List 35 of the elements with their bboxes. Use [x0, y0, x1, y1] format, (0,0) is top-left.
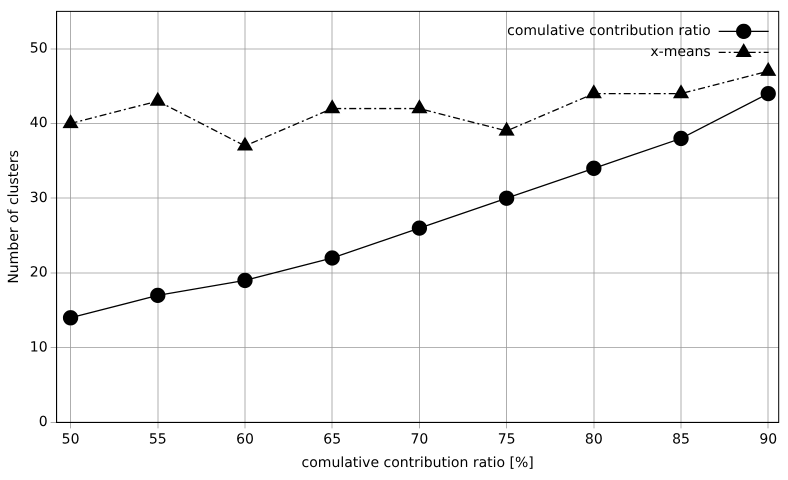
point — [324, 250, 340, 266]
y-tick-label: 20 — [30, 264, 48, 281]
point — [62, 310, 78, 326]
point — [150, 288, 166, 304]
point — [673, 84, 689, 98]
x-tick-label: 50 — [62, 431, 80, 448]
y-tick-label: 10 — [30, 339, 48, 356]
x-axis-title: comulative contribution ratio [%] — [302, 455, 534, 472]
point — [586, 84, 602, 98]
y-tick-label: 40 — [30, 115, 48, 132]
x-tick-label: 75 — [498, 431, 516, 448]
point — [237, 272, 253, 288]
x-tick-label: 80 — [584, 431, 603, 448]
legend-label: comulative contribution ratio — [507, 23, 711, 40]
y-tick-label: 0 — [38, 414, 48, 430]
y-tick-label: 50 — [30, 40, 48, 56]
x-tick-label: 55 — [148, 431, 167, 448]
point — [586, 160, 602, 176]
y-tick-label: 30 — [30, 190, 48, 206]
x-tick-label: 70 — [410, 431, 428, 448]
x-tick-label: 90 — [759, 431, 778, 448]
x-tick-label: 60 — [236, 431, 254, 448]
y-axis-title: Number of clusters — [6, 150, 22, 284]
point — [412, 100, 427, 114]
point — [324, 100, 340, 114]
point — [62, 114, 78, 128]
point — [499, 122, 514, 136]
point — [498, 190, 514, 206]
x-tick-label: 65 — [323, 431, 342, 448]
legend-label: x-means — [650, 44, 711, 60]
x-tick-label: 85 — [672, 431, 690, 448]
point — [760, 62, 776, 76]
point — [150, 92, 166, 106]
point — [237, 137, 253, 151]
point — [412, 220, 428, 236]
